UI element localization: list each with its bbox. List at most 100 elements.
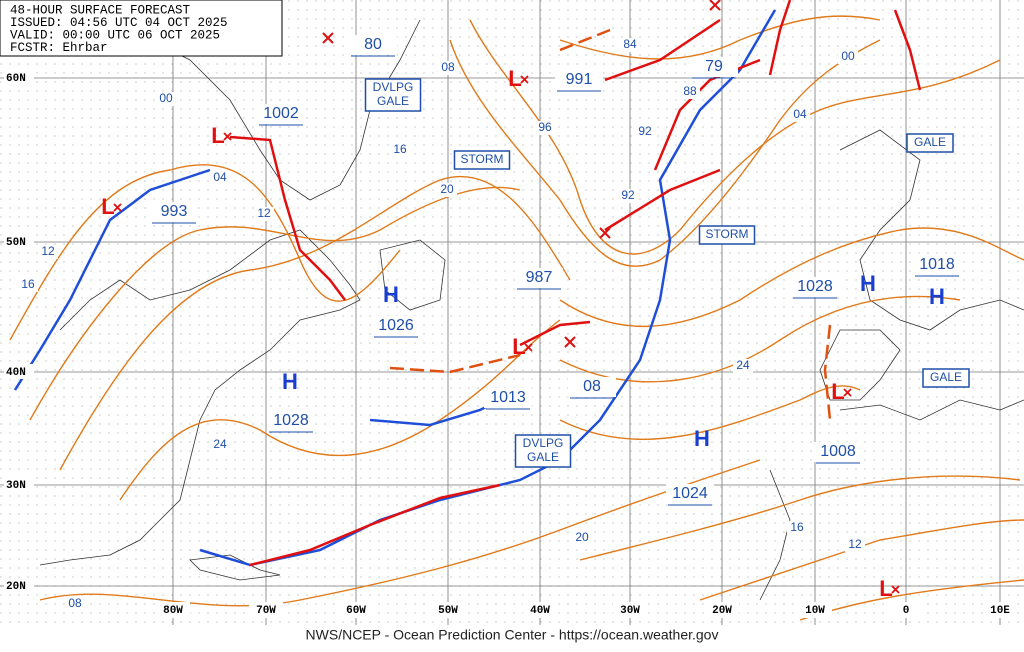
longitude-label: 80W bbox=[163, 605, 183, 617]
warning-box bbox=[906, 133, 954, 153]
isobar-label-box bbox=[845, 538, 865, 552]
high-center: H bbox=[383, 282, 399, 307]
latitude-label-box bbox=[4, 477, 34, 492]
high-center: H bbox=[860, 271, 876, 296]
center-pressure: 79 bbox=[705, 58, 723, 75]
isobar-label-box bbox=[210, 438, 230, 452]
isobar-label: 92 bbox=[638, 124, 652, 138]
pressure-label-box bbox=[150, 202, 198, 222]
isobar-label: 12 bbox=[257, 206, 271, 220]
pressure-label-box bbox=[257, 104, 305, 124]
warning-box bbox=[453, 150, 511, 170]
latitude-label: 20N bbox=[6, 581, 26, 593]
header-line: FCSTR: Ehrbar bbox=[10, 41, 108, 55]
pressure-label-box bbox=[568, 377, 616, 397]
high-center: H bbox=[929, 284, 945, 309]
longitude-label: 0 bbox=[903, 605, 910, 617]
isobar-label: 04 bbox=[213, 170, 227, 184]
warning-box bbox=[698, 225, 756, 245]
latitude-label: 50N bbox=[6, 237, 26, 249]
isobar-label-box bbox=[838, 50, 858, 64]
center-pressure: 1028 bbox=[273, 412, 309, 429]
isobar-label: 96 bbox=[538, 120, 552, 134]
isobar-label-box bbox=[618, 189, 638, 203]
warning-label: GALE bbox=[527, 450, 559, 464]
longitude-label-box bbox=[613, 602, 647, 618]
longitude-label: 70W bbox=[256, 605, 276, 617]
center-pressure: 1024 bbox=[672, 485, 708, 502]
isobar-label-box bbox=[18, 278, 38, 292]
low-x bbox=[113, 203, 122, 212]
header-line: VALID: 00:00 UTC 06 OCT 2025 bbox=[10, 28, 220, 42]
isobar-label: 00 bbox=[841, 49, 855, 63]
isobar-label: 24 bbox=[213, 437, 227, 451]
latitude-label: 40N bbox=[6, 367, 26, 379]
center-pressure: 08 bbox=[583, 378, 601, 395]
isobar-label-box bbox=[65, 597, 85, 611]
low-x bbox=[524, 343, 533, 352]
latitude-label: 60N bbox=[6, 73, 26, 85]
warning-label: DVLPG bbox=[523, 436, 564, 450]
warning-label: DVLPG bbox=[373, 80, 414, 94]
low-center: L bbox=[831, 379, 844, 404]
latitude-label: 30N bbox=[6, 480, 26, 492]
isobar-label: 84 bbox=[623, 37, 637, 51]
latitude-label-box bbox=[4, 234, 34, 249]
center-pressure: 987 bbox=[526, 269, 553, 286]
isobar-label-box bbox=[390, 143, 410, 157]
warning-label: STORM bbox=[705, 227, 748, 241]
center-pressure: 80 bbox=[364, 36, 382, 53]
center-pressure: 1018 bbox=[919, 256, 955, 273]
isobar-label: 20 bbox=[575, 530, 589, 544]
isobar-label-box bbox=[680, 85, 700, 99]
isobar-label-box bbox=[437, 183, 457, 197]
low-center: L bbox=[879, 576, 892, 601]
longitude-label-box bbox=[249, 602, 283, 618]
longitude-label-box bbox=[889, 602, 923, 618]
pressure-label-box bbox=[484, 388, 532, 408]
isobar-label-box bbox=[535, 121, 555, 135]
header-box bbox=[0, 0, 283, 57]
warning-label: GALE bbox=[914, 135, 946, 149]
isobar-label-box bbox=[156, 92, 176, 106]
footer: NWS/NCEP - Ocean Prediction Center - htt… bbox=[306, 627, 719, 643]
isobar-label-box bbox=[254, 207, 274, 221]
isobar-label-box bbox=[787, 521, 807, 535]
longitude-label: 20W bbox=[712, 605, 732, 617]
warning-box bbox=[514, 434, 572, 468]
latitude-label-box bbox=[4, 70, 34, 85]
low-center: L bbox=[101, 194, 114, 219]
longitude-label-box bbox=[983, 602, 1017, 618]
storm-x-marks bbox=[322, 0, 721, 348]
isobar-label: 12 bbox=[41, 244, 55, 258]
isobar-label-box bbox=[635, 125, 655, 139]
isobar-label: 08 bbox=[68, 596, 82, 610]
longitude-label: 10E bbox=[990, 605, 1010, 617]
low-x bbox=[891, 585, 900, 594]
isobar-label: 16 bbox=[393, 142, 407, 156]
isobar-label: 08 bbox=[441, 60, 455, 74]
footer-band bbox=[0, 625, 1024, 652]
map-background bbox=[0, 0, 1024, 625]
longitude-label: 60W bbox=[346, 605, 366, 617]
isobar-label: 88 bbox=[683, 84, 697, 98]
pressure-label-box bbox=[814, 442, 862, 462]
center-pressure: 1008 bbox=[820, 443, 856, 460]
low-x bbox=[520, 75, 529, 84]
warning-label: STORM bbox=[460, 152, 503, 166]
header-line: ISSUED: 04:56 UTC 04 OCT 2025 bbox=[10, 16, 228, 30]
low-center: L bbox=[508, 66, 521, 91]
latitude-label-box bbox=[4, 364, 34, 379]
isobar-label: 16 bbox=[790, 520, 804, 534]
low-center: L bbox=[512, 334, 525, 359]
isobar-label-box bbox=[620, 38, 640, 52]
isobar-label-box bbox=[38, 245, 58, 259]
isobar-label-box bbox=[733, 359, 753, 373]
center-pressure: 1002 bbox=[263, 105, 299, 122]
longitude-label-box bbox=[431, 602, 465, 618]
isobar-label-box bbox=[210, 171, 230, 185]
isobar-label: 00 bbox=[159, 91, 173, 105]
low-x bbox=[843, 388, 852, 397]
